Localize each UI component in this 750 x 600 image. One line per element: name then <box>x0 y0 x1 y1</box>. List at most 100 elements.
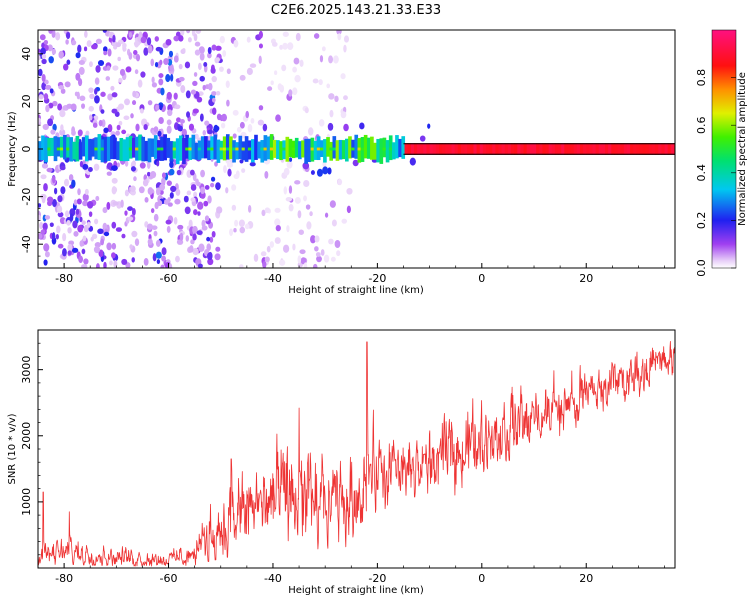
central-band-segment <box>561 143 565 155</box>
spectrogram-speckle <box>38 48 41 53</box>
spectrogram-speckle <box>313 263 318 268</box>
spectrogram-speckle <box>168 263 173 268</box>
spectrogram-speckle <box>131 257 135 263</box>
spectrogram-speckle <box>155 104 160 111</box>
spectrogram-speckle <box>71 179 76 188</box>
spectrogram-speckle <box>209 236 214 243</box>
spectrogram-blob <box>352 159 359 167</box>
spectrogram-speckle <box>102 30 107 33</box>
x-tick-label: -20 <box>368 272 386 285</box>
spectrogram-panel: -80 -60 -40 -20 0 20 -40 -20 0 20 40 Height of st… <box>7 29 676 296</box>
central-band-segment <box>272 139 277 158</box>
spectrogram-blob <box>207 129 213 135</box>
spectrogram-speckle <box>215 57 220 63</box>
spectrogram-speckle <box>146 171 151 177</box>
spectrogram-speckle <box>210 176 216 182</box>
central-band-segment <box>301 140 305 158</box>
spectrogram-speckle <box>88 211 93 218</box>
central-band-segment <box>50 137 55 156</box>
spectrogram-speckle <box>193 209 198 216</box>
central-band-segment <box>370 136 374 160</box>
spectrogram-speckle <box>57 195 63 203</box>
spectrogram-speckle <box>65 39 69 45</box>
central-band-segment <box>413 143 418 155</box>
spectrogram-speckle <box>190 197 196 202</box>
spectrogram-speckle <box>285 196 293 202</box>
central-band-segment <box>457 143 462 155</box>
spectrogram-speckle <box>43 243 50 252</box>
central-band-segment <box>141 136 146 162</box>
spectrogram-blob <box>176 169 182 176</box>
spectrogram-speckle <box>329 109 334 118</box>
central-band-segment <box>655 143 659 155</box>
central-band-segment <box>636 143 641 155</box>
central-band-segment <box>586 143 590 155</box>
spectrogram-speckle <box>328 55 334 64</box>
spectrogram-speckle <box>100 255 105 262</box>
spectrogram-speckle <box>269 241 275 248</box>
spectrogram-speckle <box>112 201 119 206</box>
central-band-segment <box>119 137 124 162</box>
spectrogram-blob <box>302 162 310 170</box>
spectrogram-speckle <box>100 91 106 97</box>
colorbar-label: Normalized spectral amplitude <box>737 72 748 226</box>
spectrogram-speckle <box>90 236 94 242</box>
spectrogram-speckle <box>343 123 349 132</box>
spectrogram-speckle <box>84 30 88 38</box>
spectrogram-speckle <box>67 250 72 256</box>
spectrogram-speckle <box>193 72 198 77</box>
central-band-segment <box>298 141 302 160</box>
spectrogram-speckle <box>48 56 54 64</box>
spectrogram-speckle <box>73 199 78 206</box>
spectrogram-speckle <box>283 186 288 195</box>
spectrogram-speckle <box>174 198 181 205</box>
central-band-segment <box>545 143 550 155</box>
central-band-segment <box>492 143 496 155</box>
spectrogram-speckle <box>110 85 115 91</box>
central-band-segment <box>216 139 221 163</box>
y-tick-label: 0 <box>20 146 33 153</box>
spectrogram-blob <box>111 165 118 171</box>
central-band-segment <box>169 141 174 161</box>
spectrogram-speckle <box>133 41 141 47</box>
spectrogram-speckle <box>77 224 84 233</box>
spectrogram-speckle <box>275 114 281 122</box>
spectrogram-speckle <box>41 73 46 83</box>
colorbar-ticks: 0.0 0.2 0.4 0.6 0.8 <box>695 69 736 277</box>
spectrogram-speckle <box>113 260 118 268</box>
spectrogram-speckle <box>46 167 53 173</box>
spectrogram-speckle <box>127 216 134 221</box>
spectrogram-blob <box>79 160 84 168</box>
y-tick-label: -20 <box>20 188 33 206</box>
spectrogram-blob <box>419 135 426 142</box>
central-band-segment <box>41 135 45 161</box>
spectrogram-speckle <box>57 205 63 214</box>
central-band-segment <box>429 143 434 155</box>
spectrogram-speckle <box>192 80 198 87</box>
spectrogram-speckle <box>59 129 66 136</box>
spectrogram-speckle <box>82 193 89 202</box>
spectrogram-speckle <box>331 219 337 227</box>
spectrogram-speckle <box>45 104 50 113</box>
central-band-segment <box>244 136 249 162</box>
spectrogram-speckle <box>288 185 293 194</box>
spectrogram-speckle <box>89 114 93 121</box>
spectrogram-blob <box>327 167 332 175</box>
spectrogram-speckle <box>287 42 294 51</box>
spectrogram-speckle <box>292 243 296 251</box>
spectrogram-speckle <box>118 120 123 126</box>
central-band-segment <box>376 138 380 163</box>
central-band-segment <box>307 138 312 163</box>
spectrogram-speckle <box>226 99 230 107</box>
spectrogram-speckle <box>158 116 164 124</box>
spectrogram-speckle <box>232 109 239 116</box>
spectrogram-speckle <box>192 233 197 241</box>
spectrogram-speckle <box>83 258 89 265</box>
spectrogram-speckle <box>146 161 151 169</box>
spectrogram-speckle <box>197 211 201 216</box>
spectrogram-speckle <box>204 215 210 222</box>
central-band-segment <box>329 141 334 161</box>
spectrogram-speckle <box>115 227 122 232</box>
spectrogram-speckle <box>118 103 125 110</box>
spectrogram-speckle <box>246 36 251 43</box>
